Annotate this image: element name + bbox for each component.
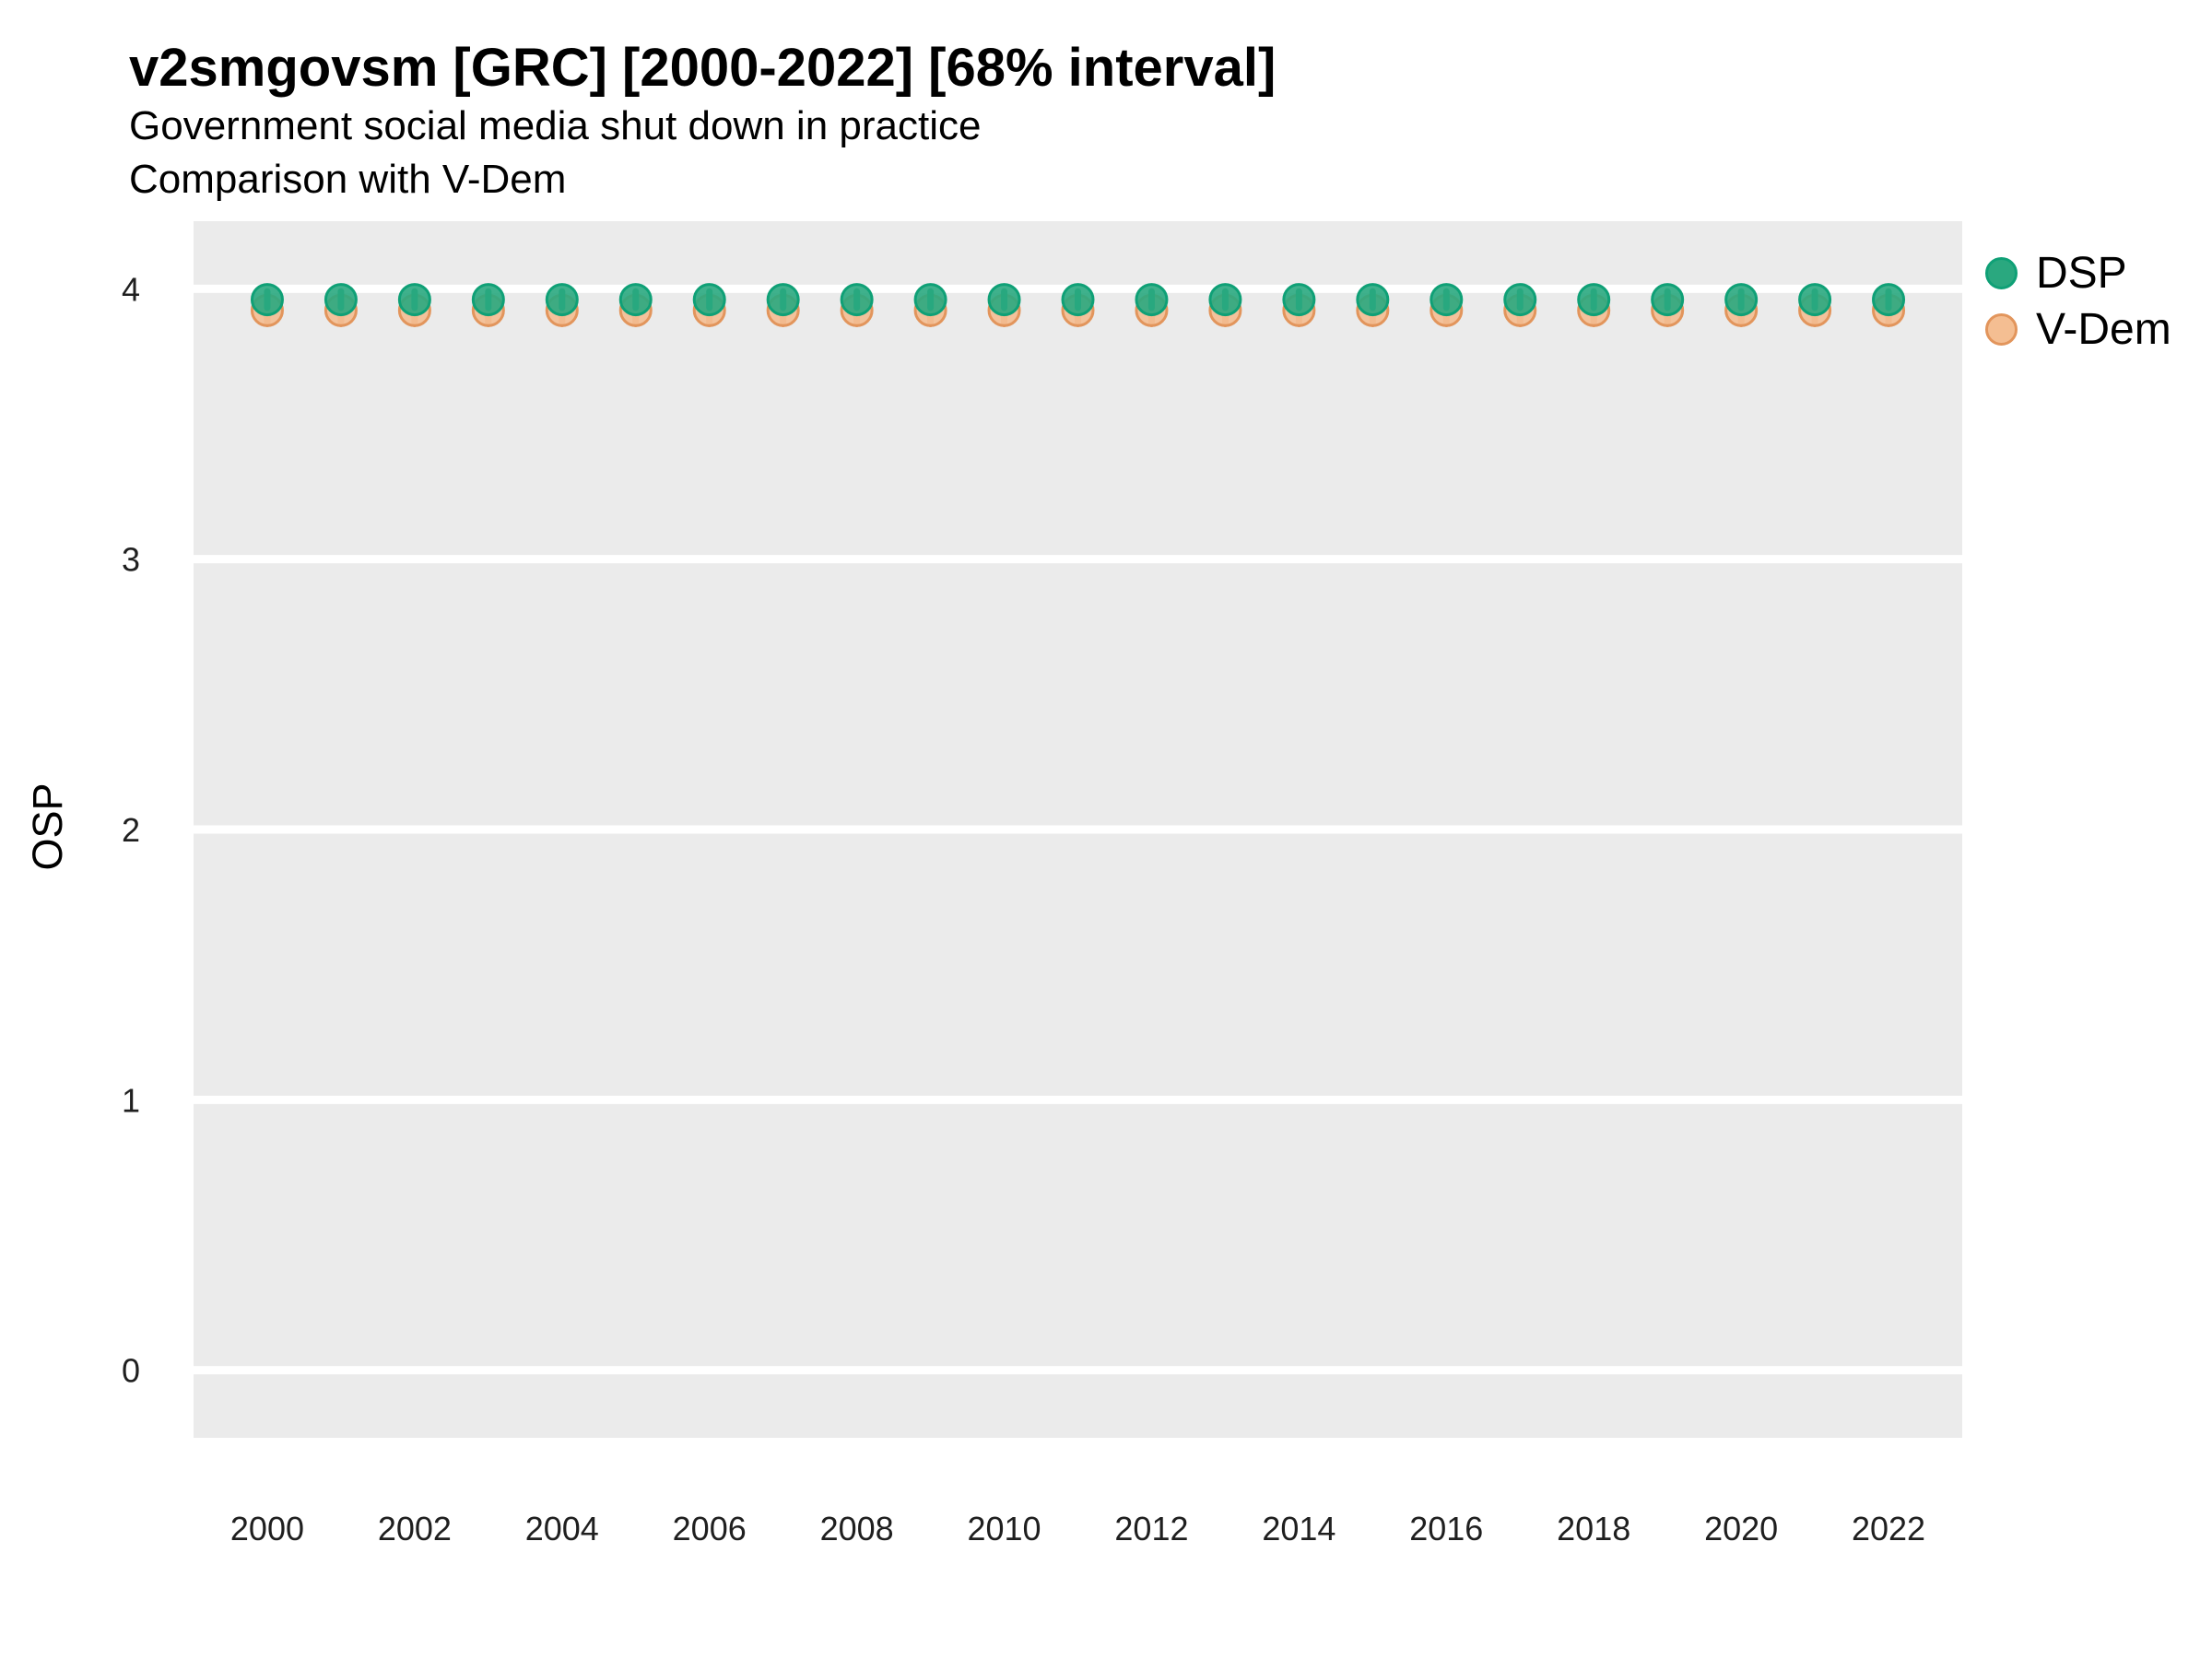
legend-label-dsp: DSP [2036, 248, 2127, 298]
x-tick-label-2014: 2014 [1262, 1510, 1335, 1547]
dsp-point-2020 [1724, 283, 1759, 317]
dsp-point-2017 [1503, 283, 1537, 317]
dsp-point-2009 [913, 283, 947, 317]
dsp-point-2000 [250, 283, 284, 317]
x-tick-label-2000: 2000 [230, 1510, 304, 1547]
dsp-point-2002 [397, 283, 431, 317]
dsp-point-2005 [618, 283, 653, 317]
dsp-point-2014 [1282, 283, 1316, 317]
legend-item-dsp: DSP [1985, 245, 2171, 301]
dsp-point-2003 [471, 283, 505, 317]
legend-item-vdem: V-Dem [1985, 301, 2171, 358]
dsp-point-2015 [1356, 283, 1390, 317]
x-tick-label-2018: 2018 [1557, 1510, 1630, 1547]
x-tick-label-2016: 2016 [1409, 1510, 1483, 1547]
chart-subtitle-comparison: Comparison with V-Dem [129, 157, 567, 202]
x-tick-label-2008: 2008 [820, 1510, 894, 1547]
dsp-point-2021 [1798, 283, 1832, 317]
dsp-point-2006 [692, 283, 726, 317]
x-tick-label-2002: 2002 [378, 1510, 452, 1547]
x-tick-label-2012: 2012 [1114, 1510, 1188, 1547]
chart-title: v2smgovsm [GRC] [2000-2022] [68% interva… [129, 38, 1277, 98]
x-tick-label-2022: 2022 [1852, 1510, 1925, 1547]
dsp-point-2001 [324, 283, 358, 317]
dsp-legend-swatch-icon [1985, 257, 2018, 289]
y-tick-label-4: 4 [122, 270, 140, 308]
y-tick-label-1: 1 [122, 1081, 140, 1119]
dsp-point-2018 [1577, 283, 1611, 317]
dsp-point-2012 [1135, 283, 1169, 317]
dsp-point-2008 [840, 283, 874, 317]
dsp-point-2011 [1061, 283, 1095, 317]
legend-label-vdem: V-Dem [2036, 304, 2171, 354]
dsp-point-2022 [1872, 283, 1906, 317]
dsp-point-2019 [1651, 283, 1685, 317]
chart-subtitle: Government social media shut down in pra… [129, 103, 982, 148]
y-tick-label-2: 2 [122, 811, 140, 849]
y-tick-label-0: 0 [122, 1352, 140, 1390]
x-tick-label-2020: 2020 [1704, 1510, 1778, 1547]
dsp-point-2016 [1430, 283, 1464, 317]
x-tick-label-2010: 2010 [967, 1510, 1041, 1547]
dsp-point-2010 [987, 283, 1021, 317]
dsp-point-2007 [766, 283, 800, 317]
x-tick-label-2004: 2004 [525, 1510, 599, 1547]
legend: DSP V-Dem [1985, 245, 2171, 358]
dsp-point-2013 [1208, 283, 1242, 317]
vdem-legend-swatch-icon [1985, 313, 2018, 346]
dsp-point-2004 [545, 283, 579, 317]
x-tick-label-2006: 2006 [673, 1510, 747, 1547]
y-tick-label-3: 3 [122, 541, 140, 579]
